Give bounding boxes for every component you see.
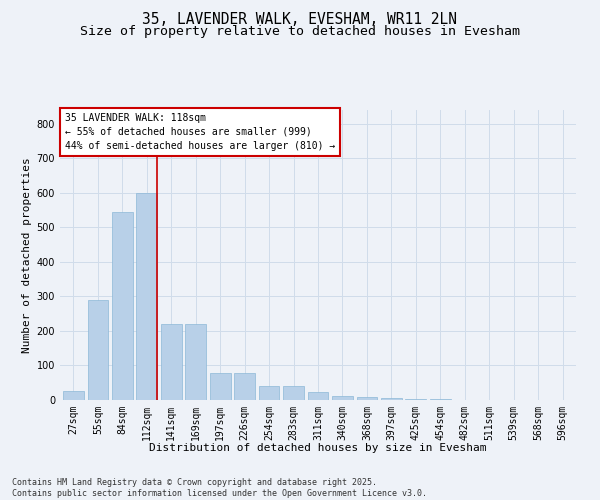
Bar (63, 392, 84, 400)
Bar (185, 324, 206, 400)
Bar (308, 392, 328, 400)
Bar (406, 399, 426, 400)
Text: Size of property relative to detached houses in Evesham: Size of property relative to detached ho… (80, 25, 520, 38)
Bar (88, 300, 108, 400)
Bar (112, 212, 133, 400)
Y-axis label: Number of detached properties: Number of detached properties (22, 157, 32, 353)
Text: 35, LAVENDER WALK, EVESHAM, WR11 2LN: 35, LAVENDER WALK, EVESHAM, WR11 2LN (143, 12, 458, 28)
Text: Contains HM Land Registry data © Crown copyright and database right 2025.
Contai: Contains HM Land Registry data © Crown c… (12, 478, 427, 498)
Text: 35 LAVENDER WALK: 118sqm
← 55% of detached houses are smaller (999)
44% of semi-: 35 LAVENDER WALK: 118sqm ← 55% of detach… (65, 113, 335, 151)
Bar (381, 398, 402, 400)
Bar (332, 396, 353, 400)
Bar (259, 386, 280, 400)
X-axis label: Distribution of detached houses by size in Evesham: Distribution of detached houses by size … (149, 443, 487, 453)
Bar (356, 397, 377, 400)
Bar (161, 324, 182, 400)
Bar (210, 373, 230, 400)
Bar (136, 193, 157, 400)
Bar (283, 386, 304, 400)
Bar (234, 373, 255, 400)
